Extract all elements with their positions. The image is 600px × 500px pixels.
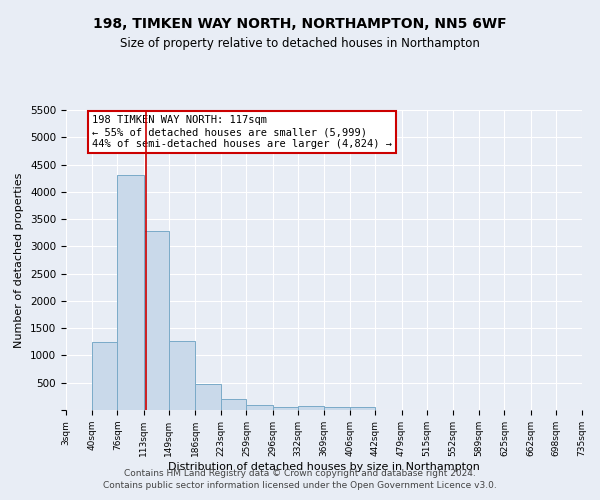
Bar <box>324 406 350 410</box>
Bar <box>350 408 376 410</box>
Bar <box>169 340 195 410</box>
Y-axis label: Number of detached properties: Number of detached properties <box>14 172 25 348</box>
Text: 198 TIMKEN WAY NORTH: 117sqm
← 55% of detached houses are smaller (5,999)
44% of: 198 TIMKEN WAY NORTH: 117sqm ← 55% of de… <box>92 116 392 148</box>
Text: 198, TIMKEN WAY NORTH, NORTHAMPTON, NN5 6WF: 198, TIMKEN WAY NORTH, NORTHAMPTON, NN5 … <box>93 18 507 32</box>
Text: Contains public sector information licensed under the Open Government Licence v3: Contains public sector information licen… <box>103 481 497 490</box>
Bar <box>247 405 272 410</box>
Bar <box>298 406 324 410</box>
Text: Contains HM Land Registry data © Crown copyright and database right 2024.: Contains HM Land Registry data © Crown c… <box>124 468 476 477</box>
Bar <box>221 398 247 410</box>
Bar <box>195 384 221 410</box>
Bar <box>92 342 118 410</box>
Bar <box>118 176 143 410</box>
X-axis label: Distribution of detached houses by size in Northampton: Distribution of detached houses by size … <box>168 462 480 471</box>
Bar <box>272 408 298 410</box>
Text: Size of property relative to detached houses in Northampton: Size of property relative to detached ho… <box>120 38 480 51</box>
Bar <box>143 231 169 410</box>
